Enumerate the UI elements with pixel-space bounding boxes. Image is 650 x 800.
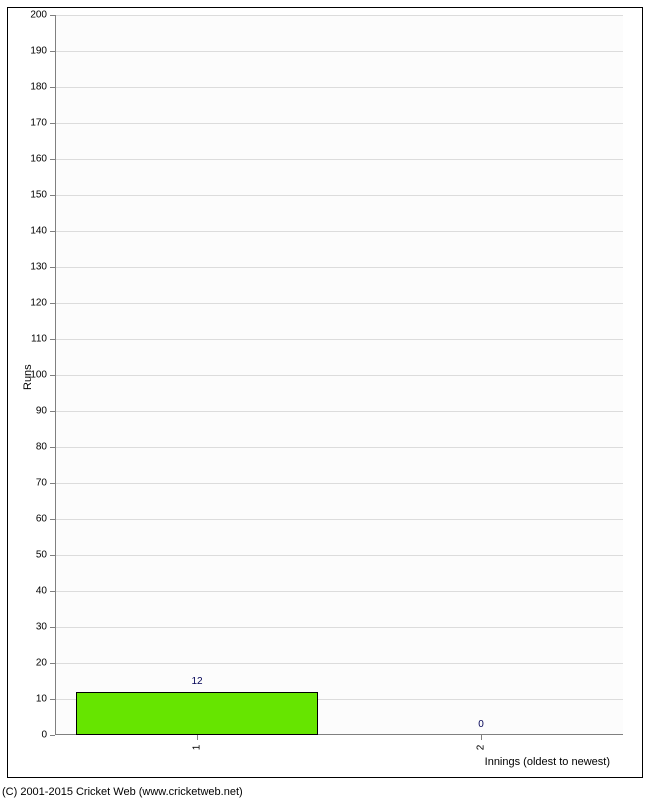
y-tick: [50, 411, 55, 412]
gridline: [55, 483, 623, 484]
y-tick: [50, 267, 55, 268]
y-tick: [50, 447, 55, 448]
y-tick: [50, 303, 55, 304]
x-tick: [197, 735, 198, 740]
y-tick: [50, 375, 55, 376]
y-tick: [50, 555, 55, 556]
gridline: [55, 627, 623, 628]
gridline: [55, 519, 623, 520]
gridline: [55, 303, 623, 304]
y-tick-label: 140: [30, 226, 47, 237]
y-tick: [50, 123, 55, 124]
gridline: [55, 159, 623, 160]
y-tick: [50, 699, 55, 700]
gridline: [55, 555, 623, 556]
y-tick-label: 90: [36, 406, 47, 417]
gridline: [55, 267, 623, 268]
y-tick-label: 170: [30, 118, 47, 129]
y-tick: [50, 87, 55, 88]
gridline: [55, 87, 623, 88]
y-tick-label: 20: [36, 658, 47, 669]
y-tick: [50, 339, 55, 340]
gridline: [55, 411, 623, 412]
y-tick-label: 60: [36, 514, 47, 525]
y-tick-label: 150: [30, 190, 47, 201]
y-tick: [50, 483, 55, 484]
y-tick-label: 40: [36, 586, 47, 597]
y-tick-label: 130: [30, 262, 47, 273]
gridline: [55, 375, 623, 376]
x-tick: [481, 735, 482, 740]
y-tick-label: 200: [30, 10, 47, 21]
x-tick-label: 2: [476, 745, 487, 751]
chart-container: 0102030405060708090100110120130140150160…: [0, 0, 650, 800]
bar-value-label: 12: [191, 676, 202, 687]
y-tick-label: 70: [36, 478, 47, 489]
y-tick-label: 110: [31, 334, 47, 345]
bar: [76, 692, 317, 735]
y-tick: [50, 627, 55, 628]
y-tick-label: 120: [30, 298, 47, 309]
gridline: [55, 663, 623, 664]
gridline: [55, 339, 623, 340]
gridline: [55, 231, 623, 232]
gridline: [55, 591, 623, 592]
y-tick: [50, 231, 55, 232]
y-tick-label: 50: [36, 550, 47, 561]
gridline: [55, 195, 623, 196]
y-tick: [50, 159, 55, 160]
gridline: [55, 123, 623, 124]
y-tick-label: 0: [41, 730, 47, 741]
y-tick: [50, 195, 55, 196]
gridline: [55, 15, 623, 16]
gridline: [55, 447, 623, 448]
copyright-text: (C) 2001-2015 Cricket Web (www.cricketwe…: [2, 786, 243, 798]
y-tick-label: 160: [30, 154, 47, 165]
y-tick: [50, 51, 55, 52]
y-tick: [50, 519, 55, 520]
x-axis-label: Innings (oldest to newest): [485, 756, 610, 768]
y-tick: [50, 663, 55, 664]
y-tick-label: 80: [36, 442, 47, 453]
y-axis: [55, 15, 56, 735]
x-tick-label: 1: [192, 745, 203, 751]
y-tick-label: 10: [36, 694, 47, 705]
y-tick-label: 180: [30, 82, 47, 93]
y-tick: [50, 15, 55, 16]
y-tick: [50, 735, 55, 736]
plot-area: 0102030405060708090100110120130140150160…: [55, 15, 623, 735]
y-tick-label: 190: [30, 46, 47, 57]
gridline: [55, 51, 623, 52]
bar-value-label: 0: [478, 719, 484, 730]
y-tick-label: 30: [36, 622, 47, 633]
y-axis-label: Runs: [22, 364, 34, 390]
y-tick: [50, 591, 55, 592]
